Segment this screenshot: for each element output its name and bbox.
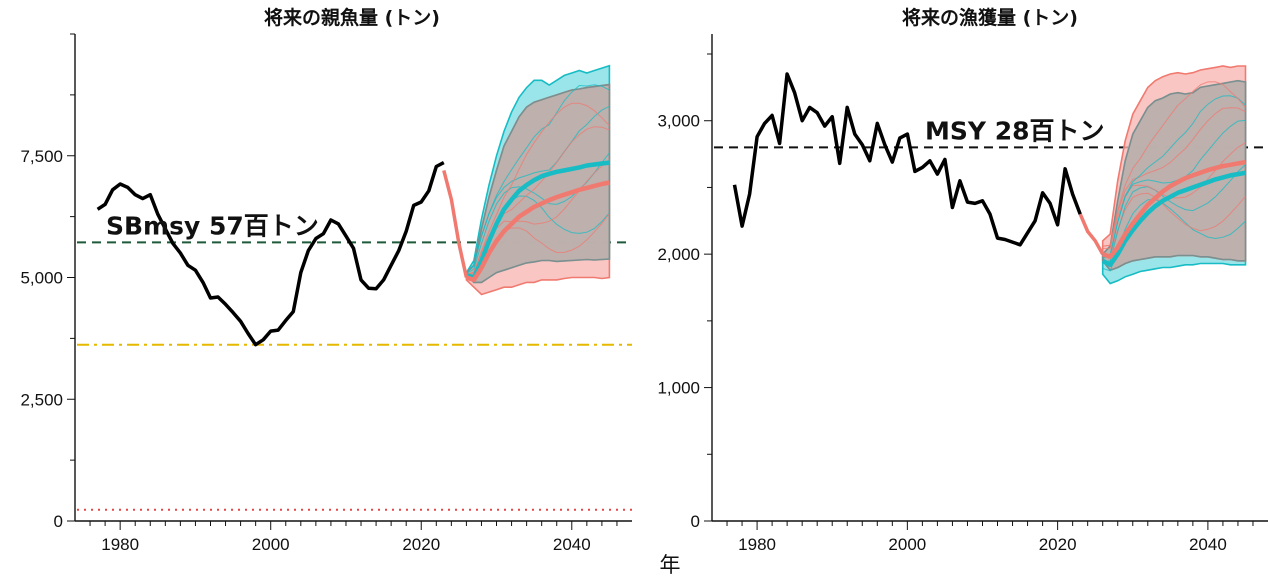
x-tick-label: 1980 [738, 535, 776, 554]
sample-trajectory [1102, 164, 1246, 263]
x-axis-label: 年 [660, 553, 681, 577]
x-tick-label: 2020 [1039, 535, 1077, 554]
y-tick-label: 5,000 [20, 269, 63, 288]
sample-trajectory [1102, 107, 1246, 247]
observed-series [96, 161, 445, 347]
y-tick-label: 0 [54, 512, 63, 531]
y-tick-label: 2,000 [657, 245, 700, 264]
projection-median [1101, 170, 1246, 268]
y-tick-label: 7,500 [20, 147, 63, 166]
y-tick-label: 3,000 [657, 112, 700, 131]
x-tick-label: 1980 [101, 535, 139, 554]
x-tick-label: 2020 [402, 535, 440, 554]
projection-start-segment [1078, 213, 1105, 256]
y-tick-label: 1,000 [657, 379, 700, 398]
panel-title: 将来の漁獲量 (トン) [902, 6, 1078, 29]
sample-trajectory [1102, 95, 1246, 259]
projection-median [465, 160, 610, 280]
projection-start-segment [442, 169, 469, 278]
sample-trajectory [1102, 81, 1246, 247]
x-tick-label: 2000 [888, 535, 926, 554]
sample-trajectory [466, 84, 610, 274]
projection-median [1101, 159, 1246, 260]
x-tick-label: 2000 [252, 535, 290, 554]
spawning-biomass-panel: 将来の親魚量 (トン) 0 2,500 5,000 7,500 1980 2000 2020 2… [20, 6, 632, 554]
x-tick-label: 2040 [553, 535, 591, 554]
y-tick-label: 0 [691, 512, 700, 531]
sample-trajectory [1102, 198, 1246, 272]
y-tick-label: 2,500 [20, 390, 63, 409]
panel-title: 将来の親魚量 (トン) [264, 6, 440, 29]
observed-series [732, 72, 1082, 247]
reference-annotation: MSY 28百トン [925, 116, 1104, 145]
sample-trajectory [1102, 192, 1246, 257]
projection-median [465, 180, 610, 283]
sample-trajectory [466, 102, 610, 276]
catch-panel: 将来の漁獲量 (トン) 0 1,000 2,000 3,000 1980 2000 2020 2… [657, 6, 1268, 554]
x-tick-label: 2040 [1189, 535, 1227, 554]
reference-annotation: SBmsy 57百トン [106, 211, 319, 240]
